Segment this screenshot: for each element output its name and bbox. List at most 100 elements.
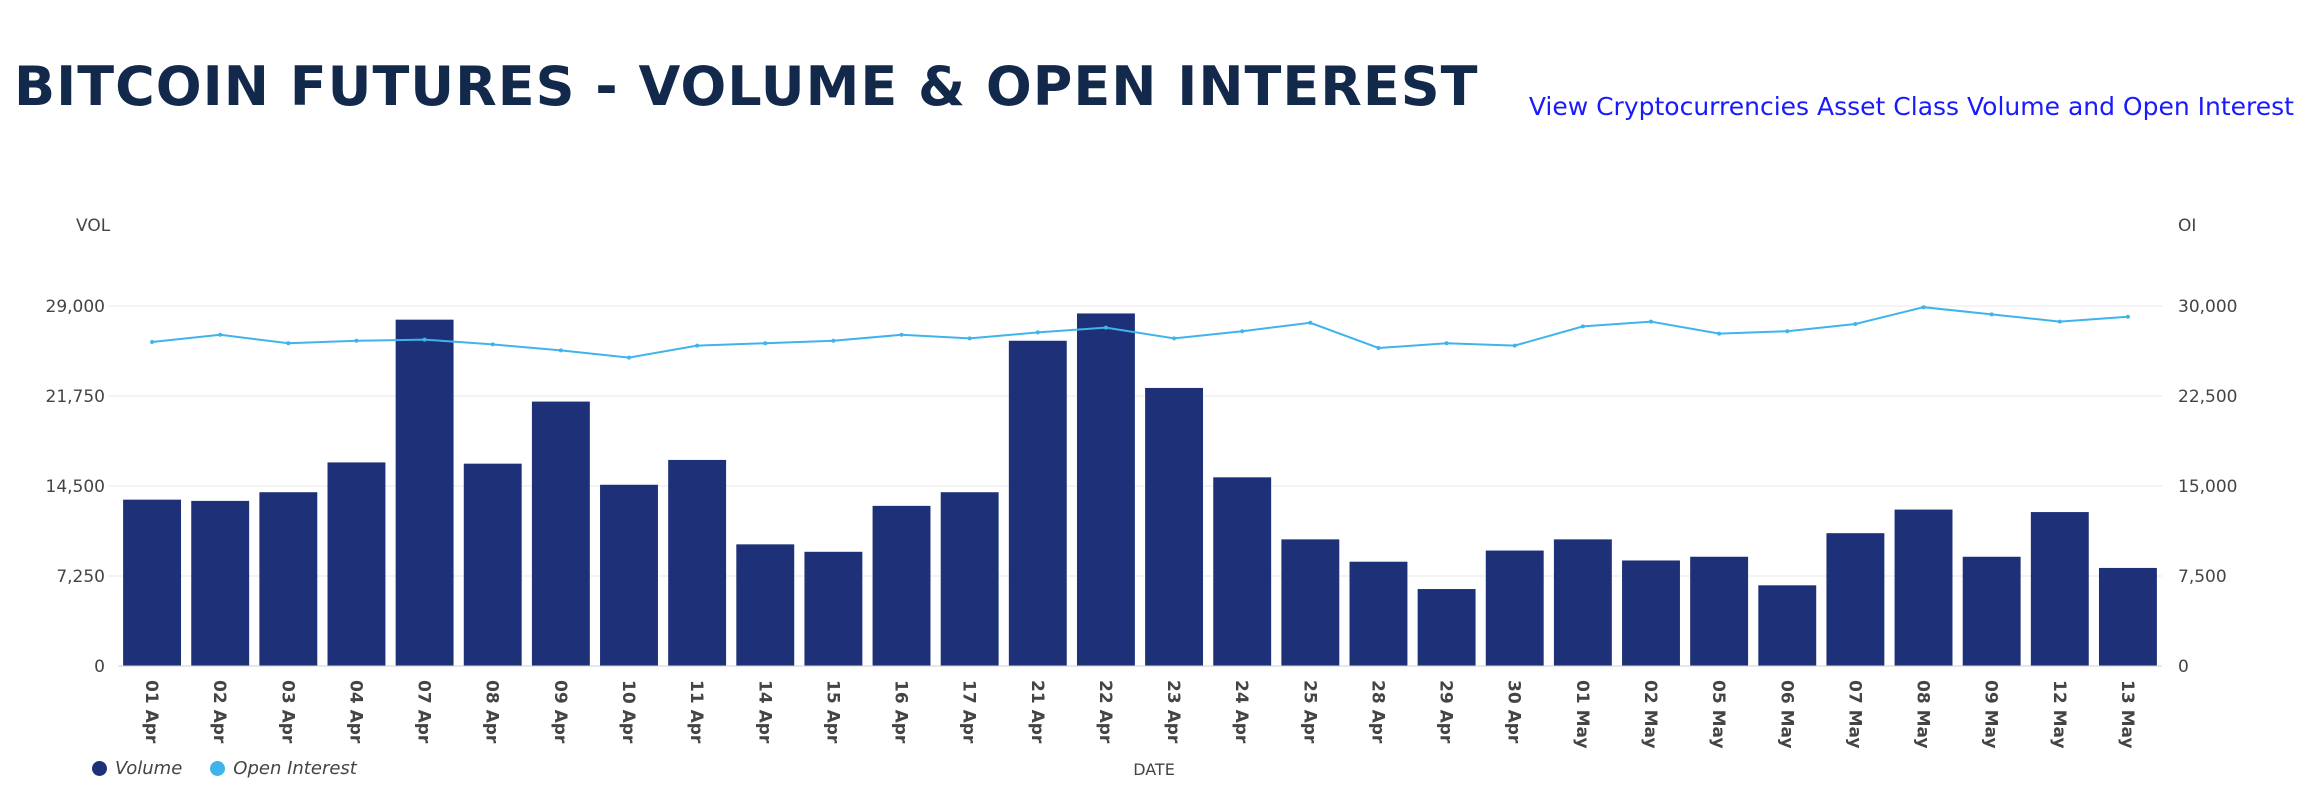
point-open-interest [1376,346,1381,350]
bar-volume [1417,589,1476,666]
legend: Volume Open Interest [92,758,357,779]
bar-volume [1145,387,1204,666]
bar-volume [1485,550,1544,666]
x-tick-label: 13 May [2117,680,2137,749]
x-tick-label: 11 Apr [686,680,706,744]
bar-volume [668,459,727,666]
bar-volume [327,462,386,666]
point-open-interest [1921,305,1926,310]
bar-volume [1622,560,1680,666]
x-tick-label: 28 Apr [1367,680,1387,744]
bar-volume [259,492,318,666]
bar-volume [531,401,590,666]
bar-volume [1826,533,1885,666]
x-tick-label: 07 Apr [414,680,434,744]
asset-class-link[interactable]: View Cryptocurrencies Asset Class Volume… [1528,92,2294,121]
bar-volume [191,500,250,666]
point-open-interest [1240,329,1245,334]
bar-volume [1281,539,1340,666]
point-open-interest [354,338,359,343]
point-open-interest [1103,325,1108,330]
x-tick-label: 01 May [1572,680,1592,749]
point-open-interest [422,337,427,342]
y-right-tick-label: 7,500 [2178,567,2227,587]
x-tick-label: 21 Apr [1027,680,1047,744]
point-open-interest [2057,319,2062,324]
x-tick-label: 02 May [1640,680,1660,749]
point-open-interest [558,348,563,353]
bar-volume [2030,512,2089,666]
point-open-interest [695,343,700,348]
y-right-tick-label: 30,000 [2178,297,2237,317]
y-left-tick-label: 14,500 [46,477,105,497]
bar-volume [804,551,863,666]
point-open-interest [1035,330,1040,335]
bar-volume [1894,509,1953,666]
y-left-tick-label: 21,750 [46,387,105,407]
point-open-interest [899,332,904,337]
y-right-tick-label: 22,500 [2178,387,2237,407]
point-open-interest [1172,336,1177,341]
point-open-interest [286,341,291,346]
legend-item-volume[interactable]: Volume [92,758,182,779]
bar-volume [600,484,658,666]
bar-volume [940,492,999,666]
bar-volume [736,544,795,666]
bar-volume [1553,539,1612,666]
x-tick-label: 04 Apr [345,680,365,744]
bar-volume [872,505,931,666]
bar-volume [1076,313,1135,666]
bar-volume [1962,556,2021,666]
x-tick-label: 14 Apr [754,680,774,744]
x-tick-label: 01 Apr [141,680,161,744]
y-right-axis-title: OI [2178,216,2196,236]
x-axis-title: DATE [1133,760,1175,779]
point-open-interest [1649,319,1653,324]
x-tick-label: 30 Apr [1504,680,1524,744]
y-left-tick-label: 29,000 [46,297,105,317]
x-tick-label: 09 May [1981,680,2001,749]
x-tick-label: 15 Apr [822,680,842,744]
x-tick-label: 29 Apr [1436,680,1456,744]
bar-volume [1008,340,1067,666]
point-open-interest [150,340,155,344]
x-tick-label: 08 Apr [482,680,502,744]
point-open-interest [218,332,223,337]
x-tick-label: 16 Apr [891,680,911,744]
x-tick-label: 09 Apr [550,680,570,744]
y-left-tick-label: 7,250 [56,567,105,587]
y-right-tick-label: 0 [2178,657,2189,677]
point-open-interest [763,341,768,346]
x-tick-label: 02 Apr [209,680,229,744]
point-open-interest [1989,312,1994,317]
x-tick-label: 25 Apr [1299,680,1319,744]
bar-volume [1758,585,1817,666]
y-right-tick-label: 15,000 [2178,477,2237,497]
y-left-axis-title: VOL [76,216,111,236]
bar-volume [395,319,454,666]
point-open-interest [1853,322,1858,326]
x-tick-label: 05 May [1708,680,1728,749]
point-open-interest [490,342,495,347]
y-left-tick-label: 0 [94,657,105,677]
x-tick-label: 08 May [1913,680,1933,749]
bar-volume [1349,561,1408,666]
line-open-interest [151,306,2128,359]
point-open-interest [2125,314,2130,319]
point-open-interest [1785,329,1790,334]
legend-item-open-interest[interactable]: Open Interest [210,758,357,779]
legend-label-open-interest: Open Interest [233,758,357,779]
legend-label-volume: Volume [115,758,183,779]
x-tick-label: 12 May [2049,680,2069,749]
bar-volume [1690,556,1749,666]
legend-swatch-open-interest [210,761,226,776]
point-open-interest [967,336,972,341]
x-tick-label: 10 Apr [618,680,638,744]
point-open-interest [1717,331,1722,336]
x-tick-label: 03 Apr [277,680,297,744]
x-tick-label: 07 May [1844,680,1864,749]
x-tick-label: 24 Apr [1231,680,1251,744]
bar-volume [123,499,182,666]
bar-volume [2098,567,2157,666]
